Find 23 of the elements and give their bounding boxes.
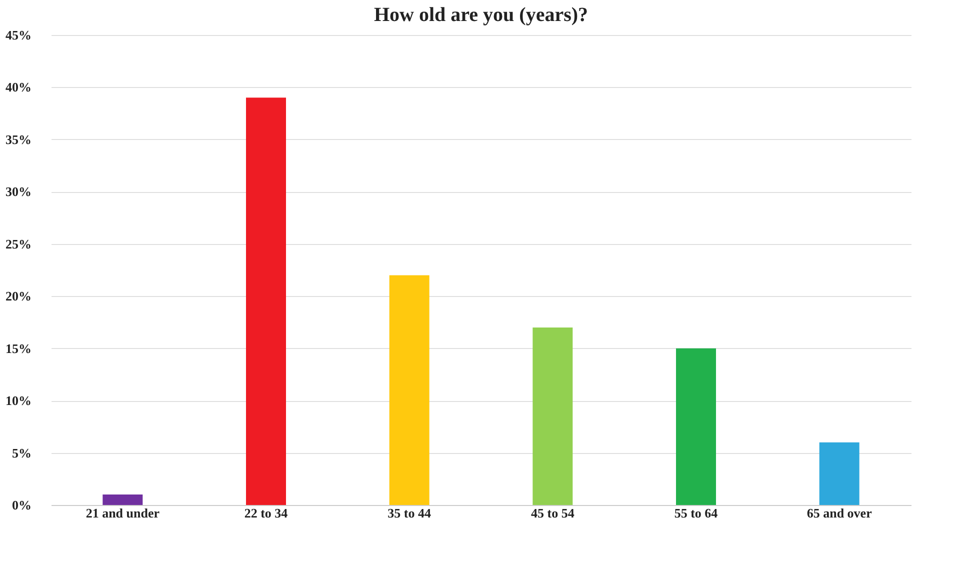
y-tick-label: 10%: [6, 393, 32, 408]
x-tick-label: 65 and over: [806, 506, 872, 520]
bar: [246, 98, 286, 505]
x-tick-label: 45 to 54: [530, 506, 575, 520]
y-tick-label: 0%: [12, 498, 32, 512]
bar: [389, 275, 430, 505]
x-tick-label: 21 and under: [86, 506, 160, 520]
chart-title: How old are you (years)?: [374, 4, 588, 26]
y-tick-label: 15%: [6, 340, 32, 356]
y-tick-label: 25%: [6, 236, 32, 252]
x-tick-label: 55 to 64: [674, 506, 718, 520]
y-tick-label: 5%: [12, 445, 32, 460]
y-tick-label: 40%: [6, 80, 32, 95]
y-tick-label: 20%: [6, 288, 32, 304]
x-tick-label: 35 to 44: [388, 506, 432, 520]
y-tick-label: 45%: [6, 28, 32, 42]
bar: [102, 494, 143, 505]
x-tick-label: 22 to 34: [244, 506, 288, 520]
bar: [676, 348, 716, 505]
bar: [819, 442, 860, 505]
bar: [532, 327, 573, 505]
y-tick-label: 30%: [6, 184, 32, 200]
y-tick-label: 35%: [6, 132, 32, 147]
